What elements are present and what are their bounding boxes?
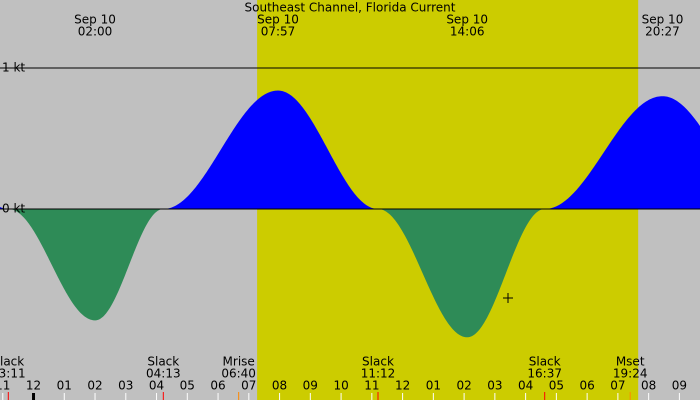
event-time: 23:11: [0, 367, 26, 381]
x-tick-label: 01: [426, 379, 441, 393]
x-tick-label: 10: [333, 379, 348, 393]
x-tick-label: 07: [241, 379, 256, 393]
top-time: 07:57: [261, 25, 296, 39]
x-tick-label: 12: [395, 379, 410, 393]
event-label: Slack: [0, 355, 24, 369]
ebb-area: [0, 209, 700, 338]
event-time: 11:12: [361, 367, 396, 381]
x-tick-label: 05: [549, 379, 564, 393]
y-tick-label: 1 kt: [2, 61, 25, 75]
chart-title: Southeast Channel, Florida Current: [245, 1, 456, 15]
x-tick-label: 08: [641, 379, 656, 393]
flood-area: [0, 90, 700, 209]
event-time: 16:37: [527, 367, 562, 381]
event-label: Slack: [362, 355, 394, 369]
x-tick-label: 02: [456, 379, 471, 393]
x-tick-label: 06: [579, 379, 594, 393]
top-date: Sep 10: [446, 13, 488, 27]
x-tick-label: 02: [87, 379, 102, 393]
event-time: 04:13: [146, 367, 181, 381]
x-tick-label: 08: [272, 379, 287, 393]
top-time: 20:27: [645, 25, 680, 39]
x-tick-label: 03: [487, 379, 502, 393]
crosshair: [503, 293, 513, 303]
x-tick-label: 11: [0, 379, 10, 393]
x-tick-label: 07: [610, 379, 625, 393]
x-tick-label: 09: [672, 379, 687, 393]
y-tick-label: 0 kt: [2, 202, 25, 216]
x-tick-label: 12: [26, 379, 41, 393]
top-time: 14:06: [450, 25, 485, 39]
event-label: Slack: [147, 355, 179, 369]
x-tick-label: 04: [518, 379, 533, 393]
top-date: Sep 10: [74, 13, 116, 27]
x-tick-label: 05: [180, 379, 195, 393]
x-tick-label: 09: [303, 379, 318, 393]
x-tick-label: 03: [118, 379, 133, 393]
x-tick-label: 11: [364, 379, 379, 393]
x-tick-label: 01: [57, 379, 72, 393]
top-time: 02:00: [78, 25, 113, 39]
top-date: Sep 10: [642, 13, 684, 27]
top-date: Sep 10: [257, 13, 299, 27]
event-time: 06:40: [221, 367, 256, 381]
x-tick-label: 04: [149, 379, 164, 393]
event-label: Slack: [529, 355, 561, 369]
event-time: 19:24: [613, 367, 648, 381]
event-label: Mset: [616, 355, 645, 369]
x-tick-label: 06: [210, 379, 225, 393]
event-label: Mrise: [223, 355, 255, 369]
